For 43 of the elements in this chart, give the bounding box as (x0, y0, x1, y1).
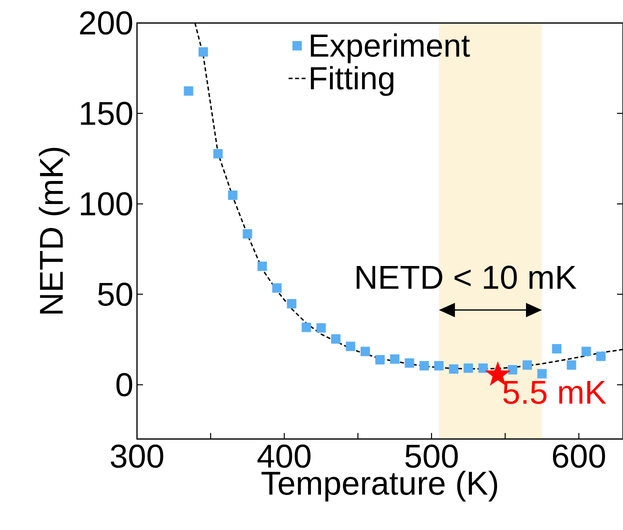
point (302, 322, 312, 332)
point (522, 360, 532, 370)
point (272, 283, 282, 293)
y-tick-label: 200 (80, 11, 132, 35)
point (508, 365, 518, 374)
point (346, 342, 356, 352)
point (257, 262, 267, 271)
x-tick-label: 400 (257, 444, 311, 468)
point (184, 86, 194, 96)
point (375, 355, 385, 364)
point (448, 364, 458, 374)
point (360, 346, 370, 356)
point (316, 323, 326, 333)
point (390, 354, 400, 364)
x-tick-label: 600 (552, 444, 606, 468)
point (581, 346, 591, 356)
y-axis-title: NETD (mK) (38, 148, 70, 314)
point (213, 149, 223, 158)
point (552, 344, 562, 354)
x-axis-title: Temperature (K) (262, 470, 498, 502)
point (464, 363, 474, 373)
legend-label: Experiment (310, 33, 470, 64)
point (478, 363, 488, 373)
legend-label: Fitting (310, 66, 394, 96)
data-label: 5.5 mK (503, 380, 606, 404)
point (242, 229, 252, 239)
point (198, 47, 208, 57)
y-tick-label: 150 (80, 102, 132, 126)
point (404, 358, 414, 368)
point (286, 299, 296, 308)
point (419, 361, 429, 370)
x-tick-label: 300 (110, 444, 164, 468)
point (434, 361, 444, 370)
point (537, 369, 547, 378)
band-label: NETD < 10 mK (356, 266, 576, 290)
point (331, 334, 341, 344)
y-tick-label: 100 (80, 192, 132, 216)
y-tick-label: 50 (98, 282, 132, 306)
x-tick-label: 500 (405, 444, 458, 468)
point (596, 352, 606, 362)
y-tick-label: 0 (116, 373, 132, 396)
point (566, 360, 576, 370)
point (228, 190, 238, 200)
